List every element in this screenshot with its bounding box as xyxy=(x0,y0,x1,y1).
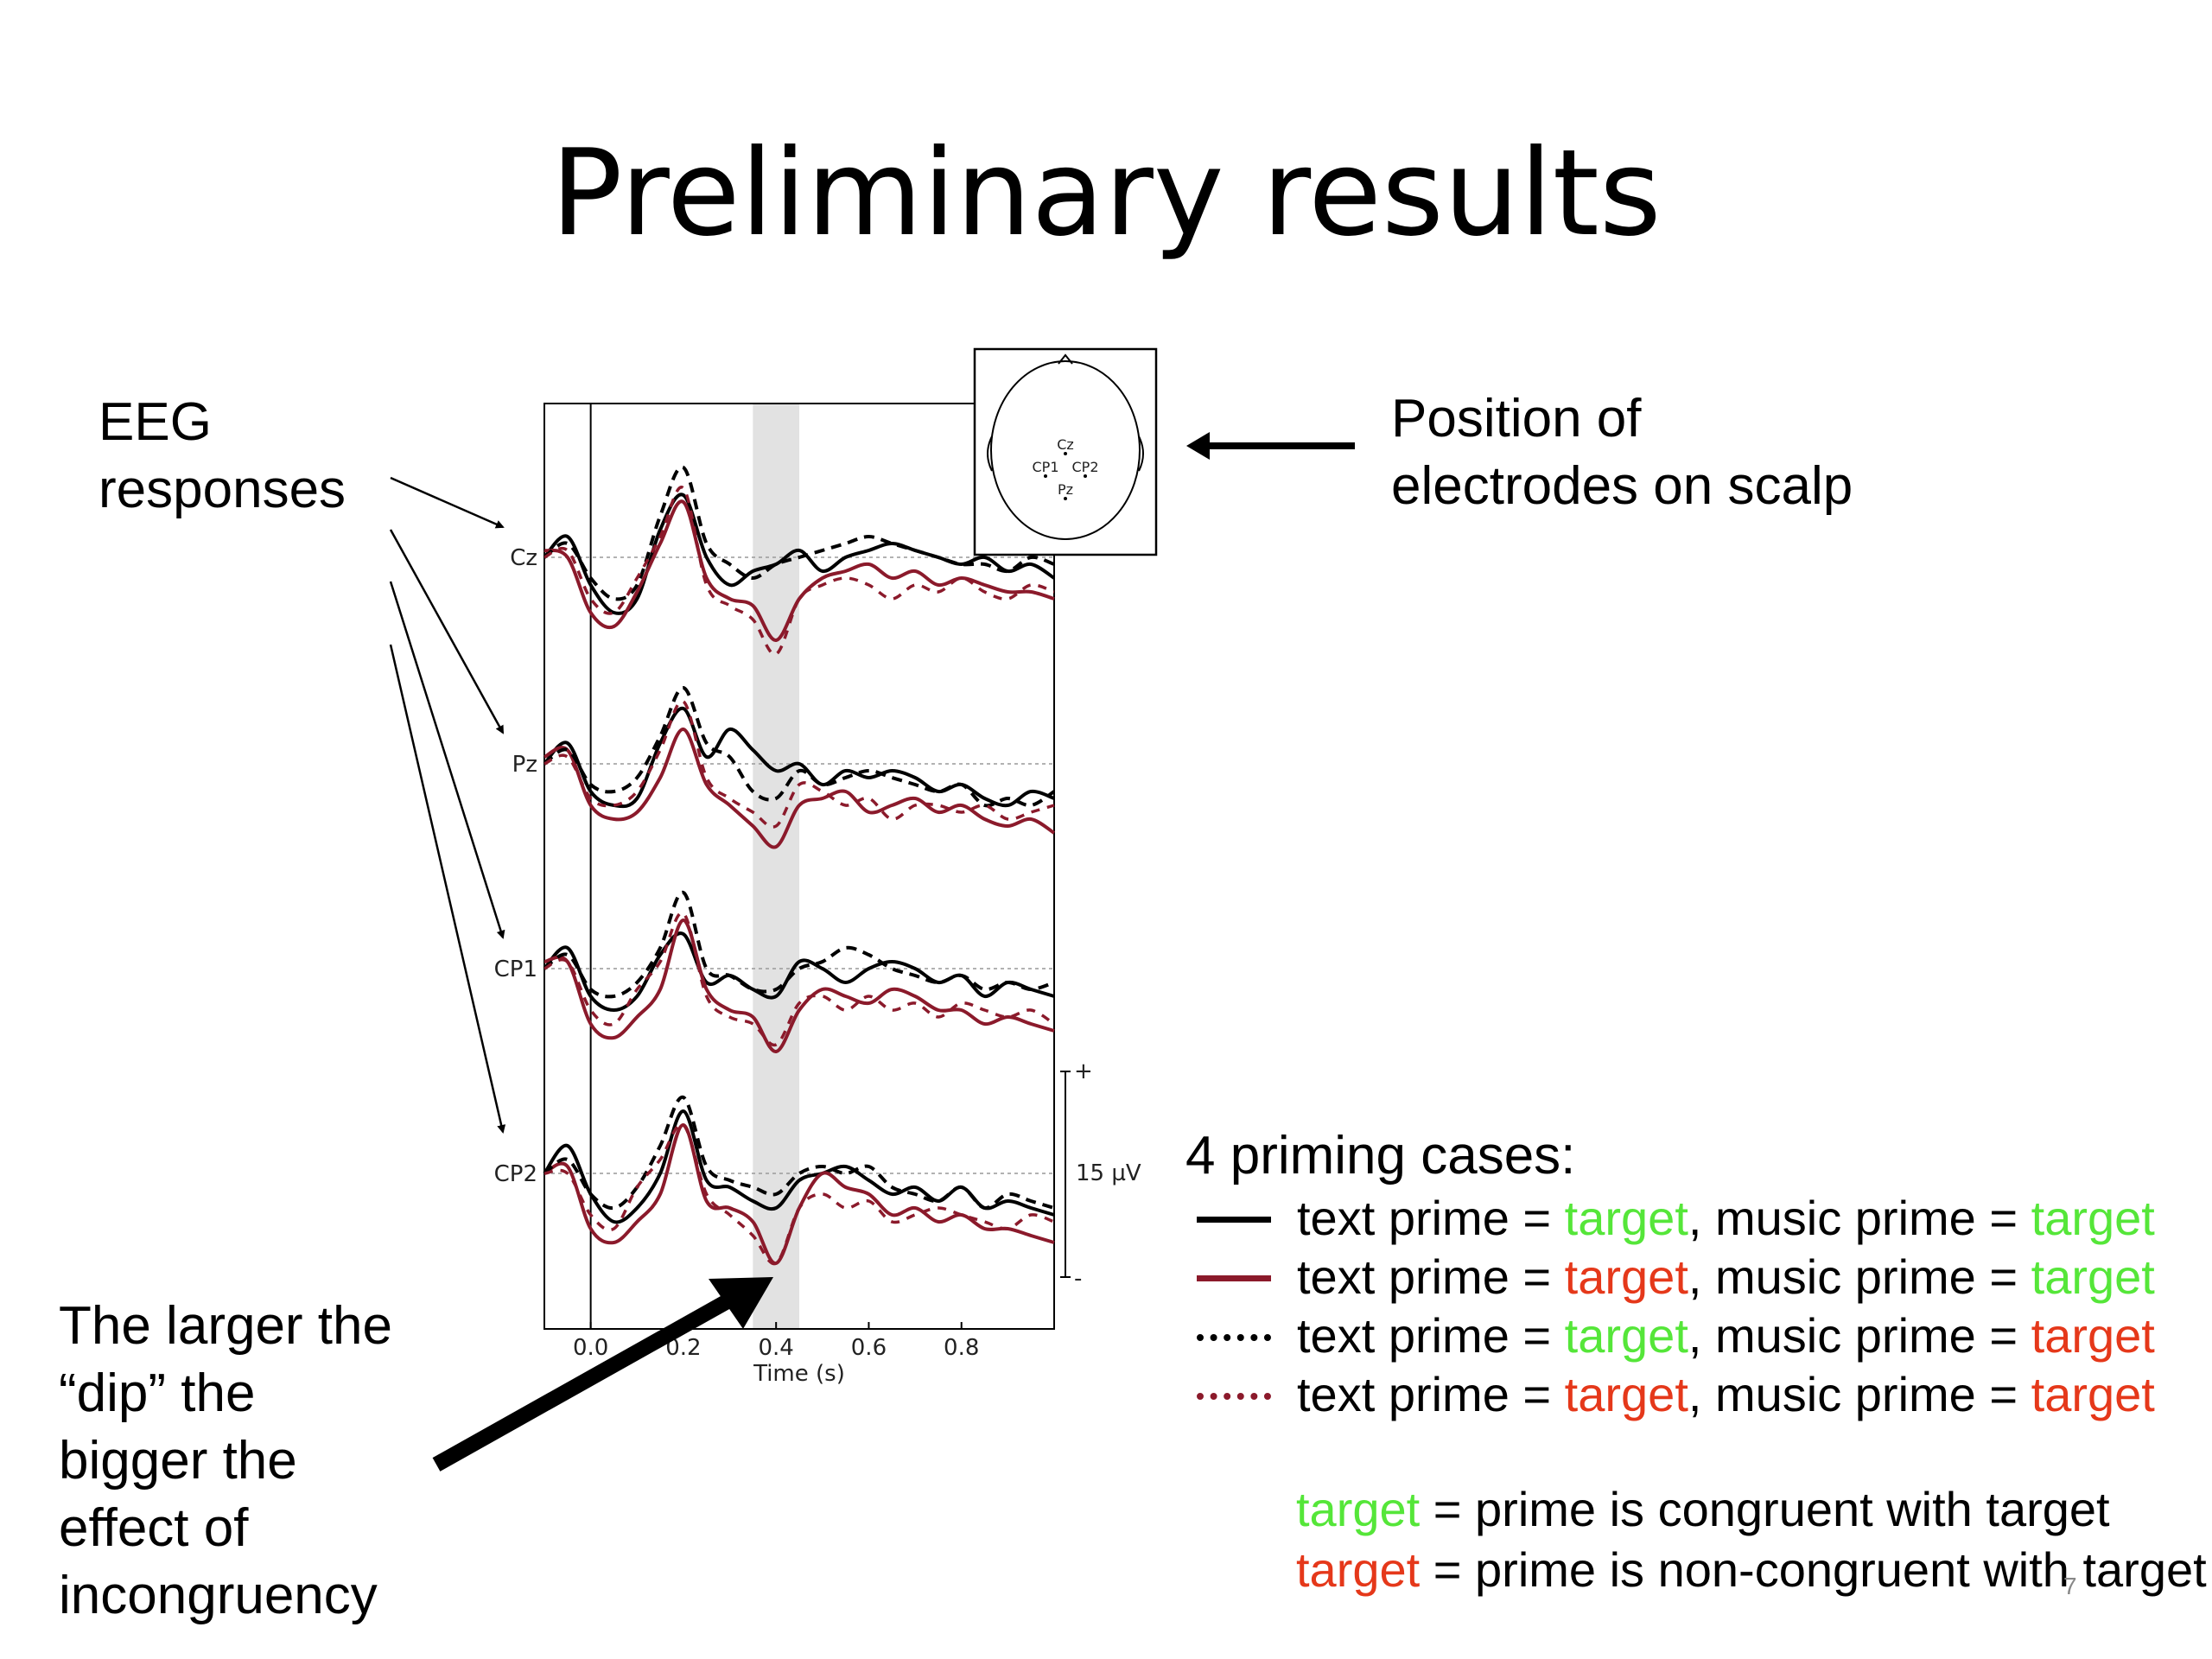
arrow-to-cp1 xyxy=(389,581,505,939)
slide-title: Preliminary results xyxy=(550,124,1662,263)
electrode-label: CP2 xyxy=(1072,459,1099,475)
legend-solid-line-swatch xyxy=(1197,1275,1271,1281)
x-tick-label: 0.4 xyxy=(759,1335,794,1361)
channel-label: CP2 xyxy=(494,1161,537,1187)
noncongruent-definition: target = prime is non-congruent with tar… xyxy=(1296,1540,2207,1600)
legend-target-word: target xyxy=(2031,1367,2155,1421)
x-tick-label: 0.6 xyxy=(851,1335,887,1361)
noncongruent-word: target xyxy=(1296,1542,1421,1597)
legend-text: , music prime = xyxy=(1688,1308,2031,1363)
noncongruent-def-text: = prime is non-congruent with target xyxy=(1420,1542,2207,1597)
dip-arrow xyxy=(432,1295,730,1471)
page-number: 7 xyxy=(2063,1573,2077,1599)
electrode-dot xyxy=(1064,452,1067,455)
legend-label: text prime = target, music prime = targe… xyxy=(1297,1306,2155,1366)
legend-target-word: target xyxy=(1564,1249,1688,1304)
congruent-def-text: = prime is congruent with target xyxy=(1420,1482,2110,1536)
legend-text: text prime = xyxy=(1297,1249,1565,1304)
scale-bar-label: 15 µV xyxy=(1076,1160,1141,1186)
arrow-to-cz xyxy=(390,476,505,529)
electrode-dot xyxy=(1084,474,1087,478)
legend-solid-line-swatch xyxy=(1197,1217,1271,1223)
right-ear-icon xyxy=(1138,435,1144,472)
dip-arrow-head xyxy=(709,1277,773,1329)
legend-label: text prime = target, music prime = targe… xyxy=(1297,1188,2155,1249)
position-line-2: electrodes on scalp xyxy=(1391,456,1853,516)
electrode-label: Pz xyxy=(1058,481,1073,498)
electrode-dot xyxy=(1044,474,1047,478)
eeg-line-1: EEG xyxy=(99,392,212,452)
left-ear-icon xyxy=(987,435,993,472)
x-tick-label: 0.0 xyxy=(573,1335,608,1361)
channel-label: Pz xyxy=(512,752,537,778)
arrow-to-pz xyxy=(389,529,505,734)
legend-target-word: target xyxy=(2031,1249,2155,1304)
scale-bar-plus: + xyxy=(1074,1058,1093,1084)
congruent-word: target xyxy=(1296,1482,1421,1536)
legend-target-word: target xyxy=(1564,1367,1688,1421)
legend-text: text prime = xyxy=(1297,1191,1565,1245)
nose-icon xyxy=(1058,353,1073,365)
legend-target-word: target xyxy=(2031,1191,2155,1245)
waveform-cp1-solid-red xyxy=(543,918,1055,1053)
eeg-line-2: responses xyxy=(99,460,346,519)
legend-text: text prime = xyxy=(1297,1308,1565,1363)
waveform-pz-dashed-red xyxy=(543,700,1055,829)
waveform-cz-dashed-black xyxy=(543,465,1055,601)
waveform-pz-dashed-black xyxy=(543,686,1056,808)
channel-label: CP1 xyxy=(494,957,537,982)
scale-bar-minus: - xyxy=(1074,1266,1082,1292)
legend-label: text prime = target, music prime = targe… xyxy=(1297,1247,2155,1307)
legend-text: text prime = xyxy=(1297,1367,1565,1421)
waveform-cp2-solid-black xyxy=(543,1109,1055,1224)
x-axis-label: Time (s) xyxy=(753,1361,845,1387)
waveform-cp1-dashed-black xyxy=(543,891,1055,999)
x-tick-label: 0.8 xyxy=(944,1335,979,1361)
legend-dotted-line-swatch xyxy=(1197,1334,1271,1341)
legend-target-word: target xyxy=(1564,1308,1688,1363)
legend-text: , music prime = xyxy=(1688,1191,2031,1245)
eeg-responses-label: EEG responses xyxy=(99,389,346,524)
legend-target-word: target xyxy=(1564,1191,1688,1245)
electrode-label: Cz xyxy=(1057,436,1074,453)
annotation-arrows xyxy=(389,432,1355,1471)
electrode-position-label: Position of electrodes on scalp xyxy=(1391,385,1853,520)
legend-dotted-line-swatch xyxy=(1197,1393,1271,1400)
waveform-cp2-dashed-red xyxy=(543,1122,1055,1266)
electrode-label: CP1 xyxy=(1033,459,1059,475)
dip-line: incongruency xyxy=(59,1566,378,1625)
legend-target-word: target xyxy=(2031,1308,2155,1363)
plot-frame xyxy=(543,403,1055,1330)
electrode-dot xyxy=(1064,497,1067,500)
dip-explanation: The larger the “dip” the bigger the effe… xyxy=(59,1293,392,1630)
dip-line: bigger the xyxy=(59,1431,297,1491)
waveform-cp2-dashed-black xyxy=(543,1095,1055,1211)
dip-line: effect of xyxy=(59,1498,249,1558)
waveform-cz-dashed-red xyxy=(543,486,1055,656)
waveform-pz-solid-red xyxy=(543,728,1056,849)
dip-line: The larger the xyxy=(59,1296,392,1356)
congruent-definition: target = prime is congruent with target xyxy=(1296,1479,2110,1540)
position-line-1: Position of xyxy=(1391,389,1642,448)
legend-text: , music prime = xyxy=(1688,1249,2031,1304)
legend-text: , music prime = xyxy=(1688,1367,2031,1421)
legend-heading: 4 priming cases: xyxy=(1185,1126,1576,1185)
arrow-to-cp2 xyxy=(389,644,506,1134)
head-outline xyxy=(990,360,1141,540)
arrow-to-headmap-head xyxy=(1186,432,1210,460)
dip-line: “dip” the xyxy=(59,1363,256,1423)
waveform-cp1-dashed-red xyxy=(543,911,1055,1047)
legend-label: text prime = target, music prime = targe… xyxy=(1297,1364,2155,1425)
channel-label: Cz xyxy=(510,545,537,571)
